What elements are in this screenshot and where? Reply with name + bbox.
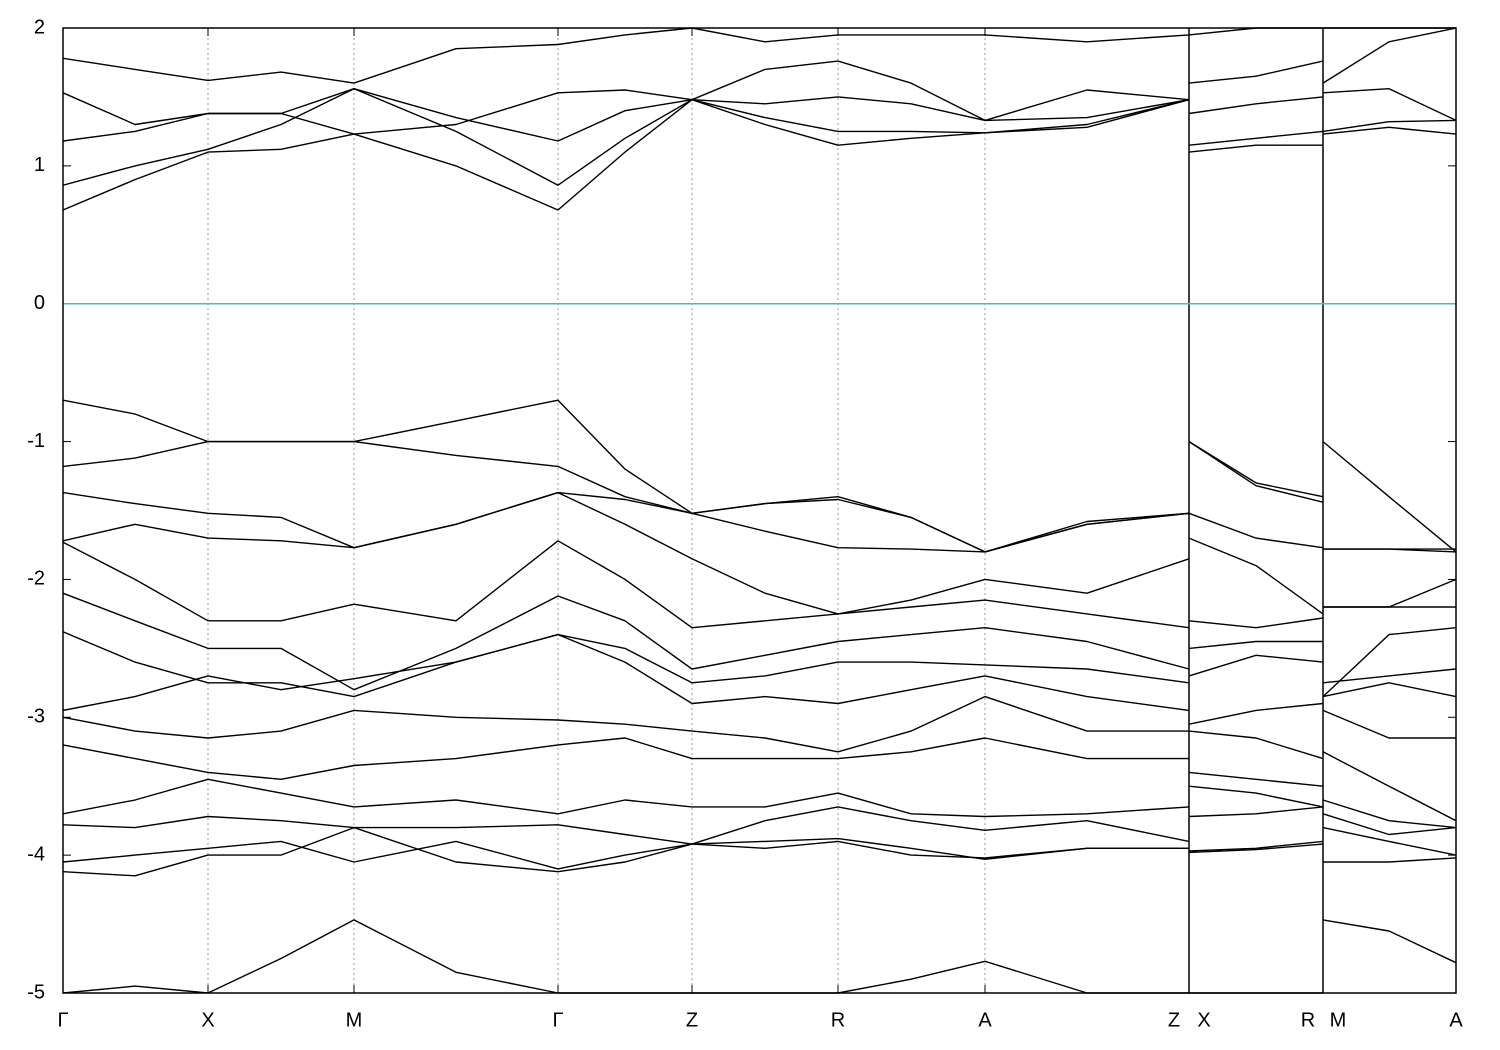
band-line: [63, 631, 1456, 698]
x-tick-label: M: [1330, 1009, 1347, 1031]
x-tick-label: R: [831, 1009, 845, 1031]
y-tick-label: -3: [27, 706, 45, 728]
x-tick-label: Γ: [57, 1009, 68, 1031]
y-tick-label: -1: [27, 430, 45, 452]
y-tick-label: -4: [27, 843, 45, 865]
x-tick-label: M: [346, 1009, 363, 1031]
band-line: [63, 27, 1456, 135]
band-line: [63, 592, 1456, 698]
band-line: [63, 633, 1456, 725]
x-tick-label: Γ: [552, 1009, 563, 1031]
band-line: [63, 88, 1456, 142]
band-line: [63, 737, 1456, 822]
band-line: [63, 99, 1456, 211]
band-line: [63, 778, 1456, 829]
x-tick-label: Z: [686, 1009, 698, 1031]
band-line: [63, 491, 1456, 615]
band-line: [63, 540, 1456, 629]
x-tick-label: Z: [1168, 1009, 1180, 1031]
plot-frame: [62, 27, 1457, 994]
band-line: [63, 491, 1456, 553]
y-tick-label: -5: [27, 981, 45, 1003]
x-tick-label: X: [1197, 1009, 1210, 1031]
y-tick-label: -2: [27, 568, 45, 590]
band-line: [63, 826, 1456, 877]
x-tick-label: R: [1301, 1009, 1315, 1031]
y-tick-label: 0: [34, 292, 45, 314]
band-line: [63, 806, 1456, 845]
x-tick-label: X: [201, 1009, 214, 1031]
band-line: [63, 695, 1456, 760]
x-tick-label: A: [978, 1009, 992, 1031]
y-tick-label: 1: [34, 154, 45, 176]
y-tick-label: 2: [34, 16, 45, 38]
x-tick-label: A: [1449, 1009, 1463, 1031]
band-line: [63, 837, 1456, 870]
band-line: [63, 88, 1456, 186]
band-line: [63, 27, 1456, 84]
band-line: [63, 919, 1456, 994]
